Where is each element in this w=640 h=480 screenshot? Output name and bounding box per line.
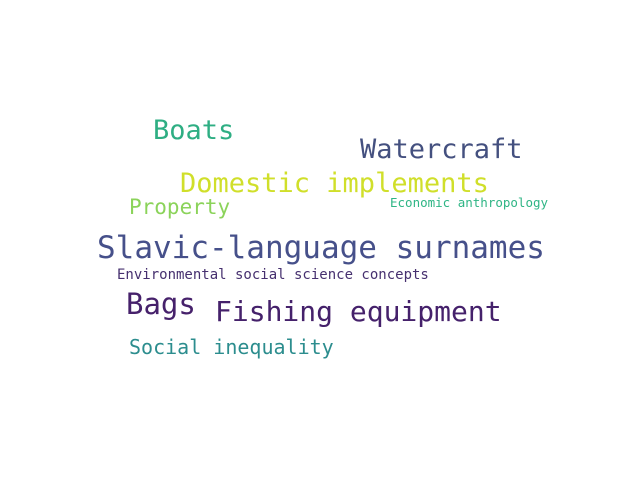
word-property: Property: [129, 195, 231, 219]
word-economic-anthropology: Economic anthropology: [390, 195, 549, 210]
word-watercraft: Watercraft: [360, 134, 523, 165]
word-social-inequality: Social inequality: [129, 335, 334, 359]
word-slavic-language-surnames: Slavic-language surnames: [97, 230, 545, 266]
word-environmental-social-science-concepts: Environmental social science concepts: [117, 267, 429, 283]
word-boats: Boats: [153, 115, 235, 146]
word-bags: Bags: [126, 287, 196, 321]
word-fishing-equipment: Fishing equipment: [215, 295, 502, 328]
word-domestic-implements: Domestic implements: [180, 168, 489, 199]
